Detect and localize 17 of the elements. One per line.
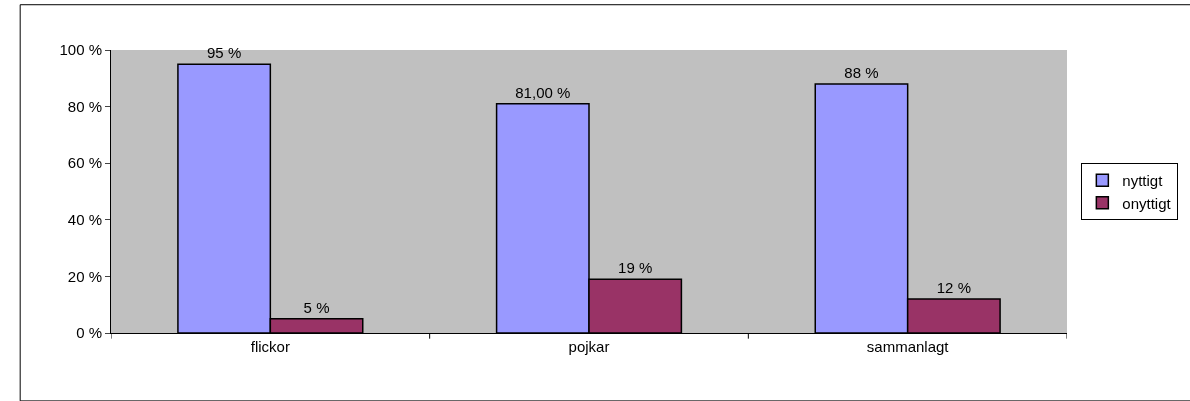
- data-label: 19 %: [618, 259, 653, 277]
- y-tick-label: 0 %: [76, 324, 102, 342]
- y-tick-label: 60 %: [67, 154, 102, 172]
- data-label: 81,00 %: [515, 83, 571, 101]
- x-tick-label: flickor: [250, 338, 290, 355]
- legend-label: nyttigt: [1122, 172, 1164, 190]
- data-label: 88 %: [844, 63, 879, 81]
- y-tick-label: 100 %: [59, 41, 102, 59]
- x-tick-label: pojkar: [568, 338, 610, 355]
- y-tick-label: 80 %: [67, 97, 102, 115]
- data-label: 5 %: [303, 298, 330, 316]
- data-label: 12 %: [936, 279, 971, 297]
- legend-label: onyttigt: [1122, 194, 1172, 212]
- y-tick-label: 40 %: [67, 211, 102, 229]
- x-tick-label: sammanlagt: [866, 338, 950, 355]
- y-tick-label: 20 %: [67, 267, 102, 285]
- data-label: 95 %: [207, 44, 242, 62]
